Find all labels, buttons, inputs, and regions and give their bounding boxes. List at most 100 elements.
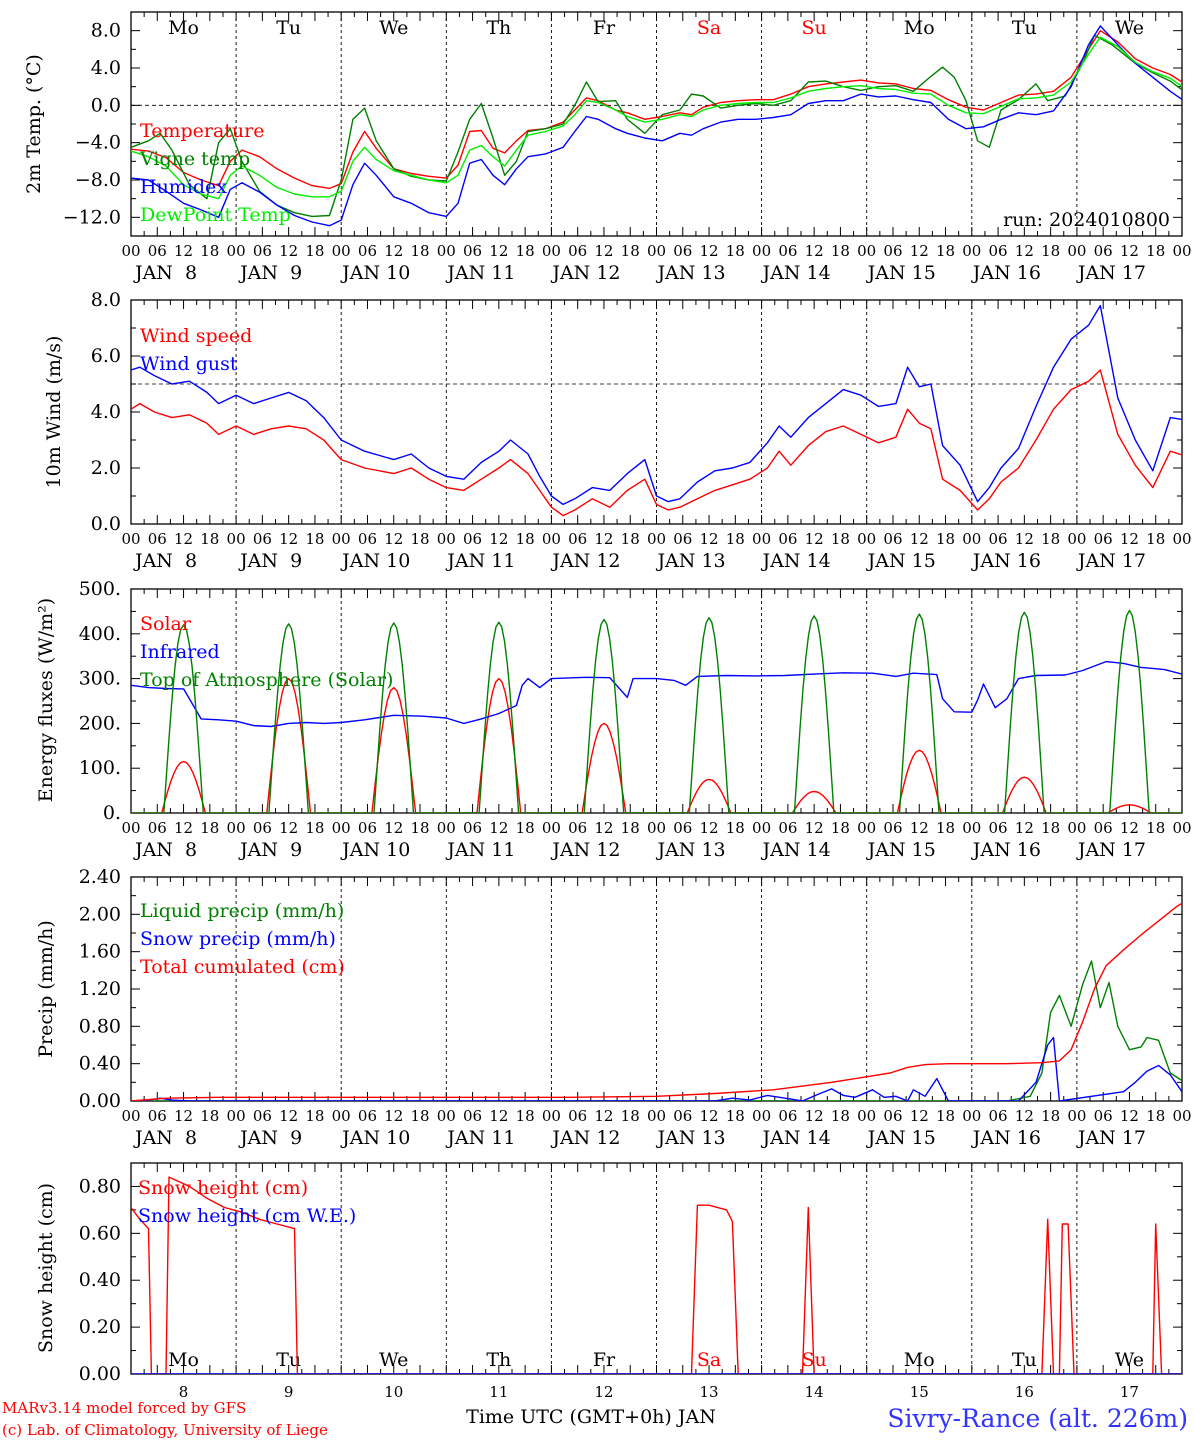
- hour-label: 00: [857, 1107, 876, 1125]
- legend-entry: Wind gust: [140, 353, 238, 375]
- hour-label: 00: [1172, 819, 1191, 837]
- hour-label: 12: [1120, 530, 1139, 548]
- date-label: JAN 9: [238, 1127, 302, 1149]
- hour-label: 06: [358, 242, 377, 260]
- credit-line-1: MARv3.14 model forced by GFS: [2, 1399, 246, 1417]
- y-tick-label: 0.20: [79, 1316, 121, 1338]
- y-tick-label: 0.80: [79, 1015, 121, 1037]
- day-number: 17: [1120, 1383, 1139, 1401]
- date-label: JAN 11: [445, 839, 515, 861]
- date-label: JAN 8: [133, 839, 197, 861]
- weekday-label: Tu: [1012, 1349, 1037, 1371]
- hour-label: 18: [1041, 819, 1060, 837]
- y-tick-label: 0.0: [91, 94, 121, 116]
- hour-label: 00: [542, 530, 561, 548]
- hour-label: 06: [568, 1107, 587, 1125]
- date-label: JAN 8: [133, 1127, 197, 1149]
- hour-label: 00: [752, 1107, 771, 1125]
- weekday-label: Th: [486, 1349, 511, 1371]
- hour-label: 06: [1094, 819, 1113, 837]
- hour-label: 06: [778, 819, 797, 837]
- weekday-label: Fr: [593, 17, 616, 39]
- day-number: 9: [284, 1383, 294, 1401]
- weekday-label: Sa: [697, 17, 721, 39]
- plot-frame: [130, 588, 1183, 814]
- hour-label: 06: [673, 242, 692, 260]
- x-axis-label: Time UTC (GMT+0h) JAN: [466, 1406, 716, 1428]
- date-label: JAN 14: [761, 839, 831, 861]
- series-wind-gust: [131, 304, 1182, 506]
- hour-label: 18: [726, 819, 745, 837]
- date-label: JAN 12: [550, 1127, 620, 1149]
- hour-label: 12: [805, 819, 824, 837]
- weekday-label: We: [379, 17, 408, 39]
- legend-entry: Humidex: [140, 176, 227, 198]
- hour-label: 06: [778, 1107, 797, 1125]
- y-tick-label: 2.0: [91, 457, 121, 479]
- panel-3: 0. 100. 200. 300. 400. 500. Energy fluxes (W/m…: [35, 578, 1192, 861]
- hour-label: 18: [831, 242, 850, 260]
- hour-label: 18: [936, 530, 955, 548]
- hour-label: 06: [568, 819, 587, 837]
- hour-label: 00: [227, 242, 246, 260]
- date-label: JAN 14: [761, 262, 831, 284]
- legend-entry: Snow height (cm): [138, 1177, 308, 1199]
- y-axis-label: Snow height (cm): [35, 1183, 57, 1353]
- hour-label: 12: [910, 242, 929, 260]
- hour-label: 06: [989, 819, 1008, 837]
- hour-label: 06: [148, 819, 167, 837]
- hour-label: 18: [410, 1107, 429, 1125]
- hour-label: 06: [253, 1107, 272, 1125]
- hour-label: 12: [174, 819, 193, 837]
- hour-label: 00: [857, 819, 876, 837]
- hour-label: 18: [305, 530, 324, 548]
- date-label: JAN 9: [238, 262, 302, 284]
- hour-label: 18: [1041, 242, 1060, 260]
- hour-label: 12: [384, 530, 403, 548]
- hour-label: 00: [1172, 530, 1191, 548]
- legend-entry: Liquid precip (mm/h): [140, 900, 344, 922]
- hour-label: 12: [1120, 819, 1139, 837]
- bottom-axis: 8 9 10 11 12 13 14 15 16 17 Time UTC (GMT+0h) JAN: [179, 1383, 1139, 1428]
- hour-label: 00: [332, 1107, 351, 1125]
- y-tick-label: −4.0: [75, 132, 121, 154]
- hour-label: 00: [437, 242, 456, 260]
- panel-4: 0.00 0.40 0.80 1.20 1.60 2.00 2.40 Precip (mm/h…: [35, 866, 1192, 1149]
- y-tick-label: 4.0: [91, 401, 121, 423]
- hour-label: 00: [1067, 1107, 1086, 1125]
- hour-label: 00: [121, 819, 140, 837]
- hour-label: 12: [174, 530, 193, 548]
- hour-label: 18: [200, 530, 219, 548]
- hour-label: 18: [1041, 530, 1060, 548]
- hour-label: 12: [489, 242, 508, 260]
- y-tick-label: 2.00: [79, 903, 121, 925]
- hour-label: 18: [305, 1107, 324, 1125]
- y-tick-label: 0.40: [79, 1269, 121, 1291]
- y-tick-label: 8.0: [91, 20, 121, 42]
- series-group: [131, 902, 1182, 1101]
- weekday-label: Th: [486, 17, 511, 39]
- y-tick-label: 300.: [79, 668, 121, 690]
- day-number: 12: [594, 1383, 613, 1401]
- series-group: [131, 1176, 1182, 1374]
- hour-label: 06: [568, 242, 587, 260]
- date-label: JAN 10: [340, 1127, 410, 1149]
- date-label: JAN 11: [445, 1127, 515, 1149]
- date-label: JAN 15: [866, 1127, 936, 1149]
- hour-label: 18: [621, 530, 640, 548]
- hour-label: 18: [516, 530, 535, 548]
- hour-label: 18: [1146, 242, 1165, 260]
- hour-label: 06: [253, 819, 272, 837]
- day-number: 16: [1015, 1383, 1034, 1401]
- hour-label: 12: [279, 819, 298, 837]
- y-tick-label: 0.40: [79, 1053, 121, 1075]
- hour-label: 18: [831, 1107, 850, 1125]
- hour-label: 00: [121, 242, 140, 260]
- hour-label: 12: [805, 1107, 824, 1125]
- y-axis-label: Precip (mm/h): [35, 920, 57, 1058]
- hour-label: 12: [279, 242, 298, 260]
- y-tick-label: 0.80: [79, 1175, 121, 1197]
- date-label: JAN 10: [340, 839, 410, 861]
